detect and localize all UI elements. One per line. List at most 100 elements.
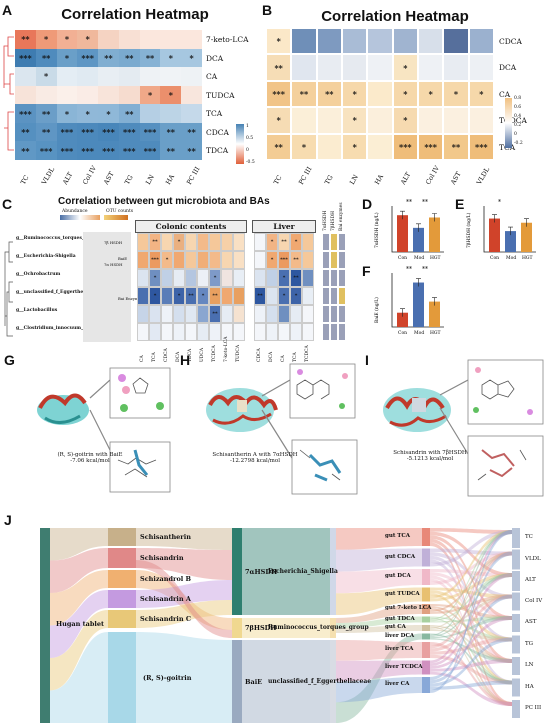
sankey-flow bbox=[430, 531, 512, 577]
sankey-flow bbox=[430, 528, 512, 534]
row-label: TCA bbox=[206, 109, 223, 119]
heatmap-cell bbox=[468, 107, 494, 134]
enzyme-label: 7β HSDH bbox=[104, 240, 123, 245]
index-node bbox=[512, 700, 520, 718]
compound-label: Schisandrin C bbox=[140, 615, 192, 623]
index-node bbox=[512, 549, 520, 570]
sankey-flow bbox=[430, 638, 512, 663]
heatmap-cell: *** bbox=[98, 122, 119, 142]
heatmap-cell bbox=[316, 133, 342, 160]
g-caption-line1: (R, S)-goitrin with BaiE bbox=[57, 452, 123, 458]
heatmap-cell bbox=[221, 251, 233, 269]
enzyme-cell bbox=[330, 233, 338, 251]
heatmap-cell bbox=[221, 323, 233, 341]
bile-acid-node bbox=[422, 587, 430, 602]
heatmap-cell: * bbox=[160, 85, 182, 105]
heatmap-cell: *** bbox=[77, 141, 99, 160]
source-label: Hugan tablet bbox=[56, 620, 104, 628]
heatmap-cell: *** bbox=[118, 122, 140, 142]
bacteria-node bbox=[330, 528, 336, 615]
sankey-flow bbox=[430, 573, 512, 602]
bile-acid-node bbox=[422, 569, 430, 585]
heatmap-cell bbox=[160, 104, 182, 123]
panel-letter-j: J bbox=[4, 512, 12, 528]
heatmap-cell bbox=[139, 104, 161, 123]
heatmap-cell bbox=[316, 28, 342, 55]
heatmap-cell: * bbox=[56, 48, 78, 68]
sankey-flow bbox=[336, 677, 422, 703]
sankey-flow bbox=[430, 654, 512, 685]
enzyme-label: BaiE bbox=[118, 256, 128, 261]
enzyme-cell bbox=[330, 251, 338, 269]
heatmap-cell: ** bbox=[290, 251, 302, 269]
heatmap-cell: * bbox=[56, 30, 78, 49]
heatmap-cell: ** bbox=[443, 133, 469, 160]
axis bbox=[483, 206, 536, 253]
sankey-flow bbox=[50, 548, 108, 593]
genus-label: g__Ochrobactrum bbox=[16, 272, 61, 277]
compound-node bbox=[108, 632, 136, 723]
sankey-flow bbox=[430, 594, 512, 684]
source-node bbox=[40, 528, 50, 723]
bile-acid-label: gut TUDCA bbox=[385, 590, 420, 597]
sankey-flow bbox=[430, 593, 512, 685]
heatmap-cell: * bbox=[173, 233, 185, 251]
bar bbox=[397, 312, 408, 327]
enzyme-label: Bai Enzymes bbox=[118, 296, 143, 301]
bile-acid-node bbox=[422, 677, 430, 693]
g-caption-line2: -7.06 kcal/mol bbox=[70, 458, 110, 464]
compound-label: Schisantherin bbox=[140, 533, 191, 541]
panel-letter-h: H bbox=[180, 352, 191, 368]
heatmap-cell: * bbox=[77, 30, 99, 49]
heatmap-cell: ** bbox=[316, 80, 342, 108]
enzyme-node bbox=[232, 618, 242, 638]
bile-acid-node bbox=[422, 642, 430, 658]
row-label: TDCA bbox=[206, 146, 229, 156]
heatmap-cell: *** bbox=[149, 251, 161, 269]
heatmap-cell bbox=[161, 323, 173, 341]
panel-letter-c: C bbox=[2, 196, 13, 212]
heatmap-cell: * bbox=[266, 107, 292, 134]
heatmap-cell bbox=[161, 287, 173, 305]
heatmap-cell bbox=[161, 233, 173, 251]
bacteria-label: Escherichia_Shigella bbox=[268, 567, 338, 575]
panel-b-heatmap: * ** * *** ** ** * * * * * * * * ** * * *** *** ** *** bbox=[266, 28, 494, 160]
sankey-flow bbox=[430, 569, 512, 577]
heatmap-cell bbox=[468, 28, 494, 55]
g-caption: (R, S)-goitrin with BaiE -7.06 kcal/mol bbox=[55, 452, 125, 464]
bile-acid-label: liver TCA bbox=[385, 646, 414, 652]
col-label: HA bbox=[164, 173, 177, 186]
sankey-flow bbox=[430, 530, 512, 693]
heatmap-cell: * bbox=[443, 80, 469, 108]
heatmap-cell bbox=[137, 269, 149, 287]
heatmap-cell bbox=[197, 251, 209, 269]
heatmap-cell bbox=[302, 305, 314, 323]
index-node bbox=[512, 571, 520, 591]
compound-node bbox=[108, 610, 136, 628]
heatmap-cell bbox=[443, 54, 469, 81]
sankey-flow bbox=[50, 610, 108, 691]
heatmap-cell: * bbox=[149, 269, 161, 287]
heatmap-cell bbox=[254, 233, 266, 251]
heatmap-cell bbox=[118, 30, 140, 49]
otu-label: OTU counts bbox=[106, 209, 134, 214]
sankey-flow bbox=[430, 616, 512, 639]
bile-acid-node bbox=[422, 633, 430, 640]
heatmap-cell: * bbox=[468, 80, 494, 108]
heatmap-cell bbox=[266, 269, 278, 287]
sankey-flow bbox=[50, 632, 108, 723]
otu-scale bbox=[104, 215, 128, 220]
enzyme-cell bbox=[330, 287, 338, 305]
bile-acid-label: gut CA bbox=[385, 624, 406, 630]
col-label: LN bbox=[348, 173, 360, 186]
row-label: 7-keto-LCA bbox=[206, 35, 249, 44]
heatmap-cell: * bbox=[266, 233, 278, 251]
row-label: TUDCA bbox=[206, 90, 235, 100]
i-caption: Schisandrin with 7βHSDH -5.1213 kcal/mol bbox=[390, 450, 470, 462]
heatmap-cell: * bbox=[35, 67, 57, 86]
sankey-flow bbox=[430, 671, 512, 706]
protein-g bbox=[37, 393, 89, 425]
bar bbox=[397, 215, 408, 252]
heatmap-cell bbox=[209, 251, 221, 269]
heatmap-cell bbox=[367, 80, 393, 108]
